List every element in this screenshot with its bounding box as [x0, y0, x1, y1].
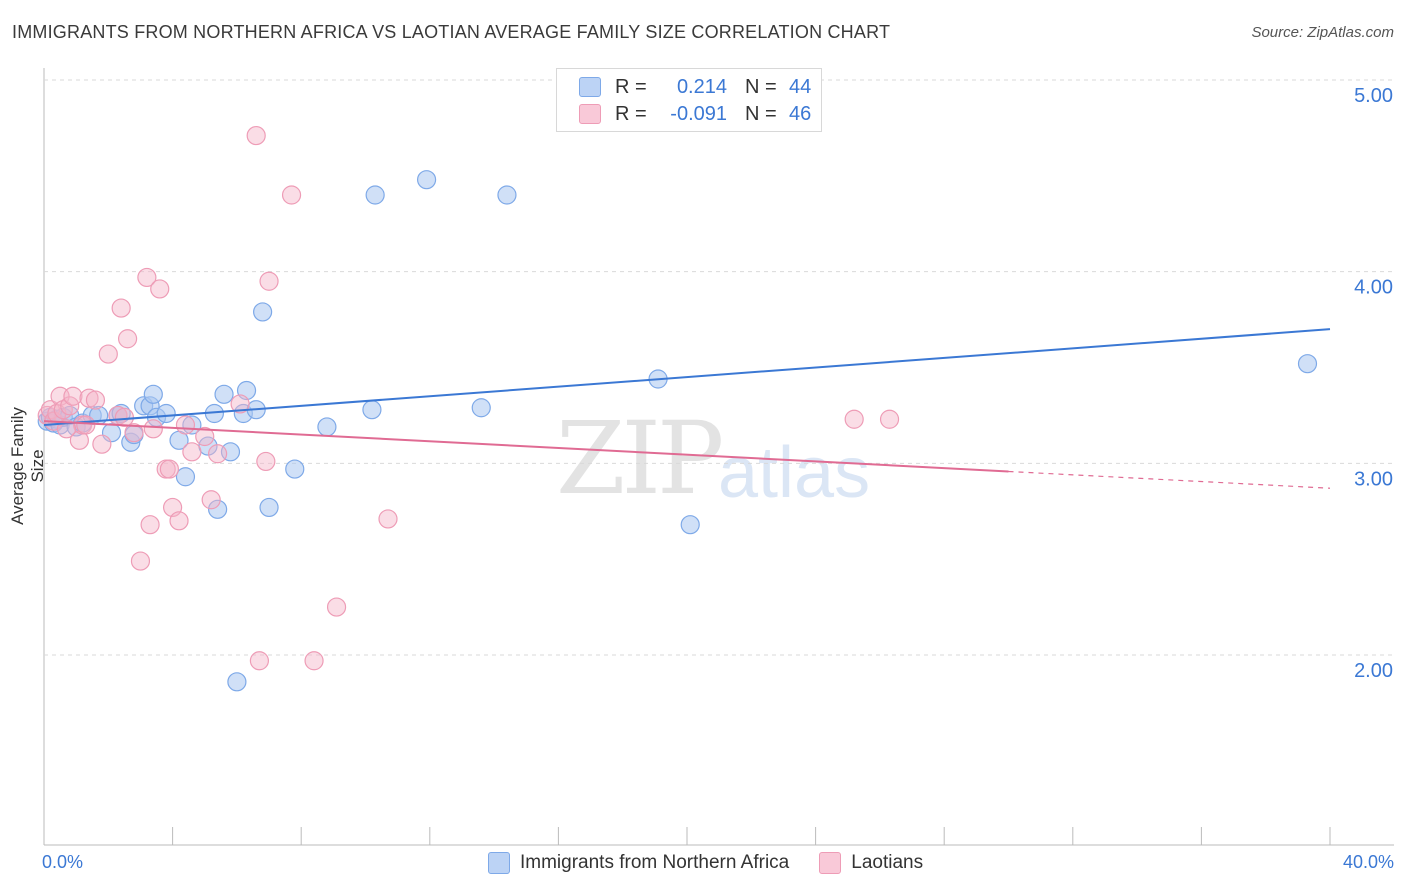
data-point-laotians	[137, 267, 157, 288]
n-value: 44	[789, 75, 812, 98]
data-point-laotians	[246, 125, 266, 146]
data-point-northern-africa	[214, 384, 234, 404]
data-point-northern-africa	[317, 417, 337, 437]
y-tick-label: 2.00	[1354, 660, 1393, 682]
pink-legend-swatch	[819, 852, 842, 874]
data-point-laotians	[256, 451, 276, 472]
r-value: -0.091	[670, 102, 727, 125]
blue-swatch	[579, 77, 601, 97]
data-point-laotians	[85, 390, 106, 410]
r-value: 0.214	[676, 75, 727, 98]
data-point-laotians	[150, 279, 170, 299]
trend-line-laotians-extension	[1008, 470, 1331, 489]
data-point-northern-africa	[285, 459, 305, 479]
data-point-laotians	[159, 459, 179, 479]
data-point-northern-africa	[497, 185, 517, 205]
data-point-northern-africa	[680, 515, 700, 535]
trend-line-northern-africa	[43, 328, 1331, 426]
data-point-northern-africa	[227, 672, 247, 692]
y-axis-label: Average Family Size	[8, 407, 47, 525]
data-point-northern-africa	[253, 302, 273, 322]
watermark-atlas: atlas	[718, 433, 871, 513]
r-label: R =	[615, 75, 647, 98]
n-label: N =	[745, 75, 777, 98]
data-point-laotians	[124, 423, 144, 443]
data-point-northern-africa	[175, 467, 196, 487]
legend-row-pink: R = -0.091 N = 46	[579, 102, 811, 126]
data-point-laotians	[378, 509, 398, 529]
data-point-laotians	[208, 444, 228, 464]
data-point-laotians	[76, 415, 96, 435]
data-point-laotians	[326, 597, 347, 617]
data-point-northern-africa	[259, 497, 279, 518]
n-label: N =	[745, 102, 777, 125]
data-point-laotians	[140, 515, 160, 535]
data-point-northern-africa	[362, 400, 382, 420]
data-point-northern-africa	[143, 384, 163, 404]
data-point-laotians	[92, 434, 112, 454]
data-point-laotians	[114, 407, 134, 427]
series-legend: Immigrants from Northern Africa Laotians	[488, 852, 953, 874]
blue-legend-swatch	[488, 852, 510, 874]
data-point-laotians	[304, 651, 324, 671]
y-tick-label: 5.00	[1354, 85, 1393, 107]
data-point-laotians	[844, 409, 864, 429]
y-tick-label: 3.00	[1354, 468, 1393, 490]
data-point-northern-africa	[365, 185, 385, 205]
data-point-laotians	[249, 651, 270, 671]
data-point-laotians	[63, 386, 83, 406]
n-value: 46	[789, 102, 812, 125]
data-point-northern-africa	[156, 403, 176, 424]
watermark-zip: ZIP	[556, 400, 724, 517]
data-point-laotians	[111, 298, 131, 318]
data-point-laotians	[195, 426, 215, 447]
source-label: Source: ZipAtlas.com	[1251, 24, 1394, 41]
correlation-legend: R = 0.214 N = 44 R = -0.091 N = 46	[556, 68, 822, 132]
r-label: R =	[615, 102, 647, 125]
data-point-northern-africa	[471, 398, 491, 418]
data-point-northern-africa	[208, 499, 228, 519]
data-point-northern-africa	[1297, 354, 1318, 374]
trend-line-laotians	[43, 420, 1009, 473]
data-point-laotians	[259, 271, 279, 291]
legend-label: Immigrants from Northern Africa	[520, 852, 790, 873]
data-point-laotians	[143, 419, 163, 439]
data-point-laotians	[98, 344, 118, 364]
data-point-laotians	[182, 442, 202, 462]
pink-swatch	[579, 104, 601, 124]
legend-row-blue: R = 0.214 N = 44	[579, 75, 811, 99]
legend-label: Laotians	[851, 852, 924, 873]
chart-title: IMMIGRANTS FROM NORTHERN AFRICA VS LAOTI…	[12, 22, 891, 42]
legend-item-laotians[interactable]: Laotians	[819, 852, 923, 874]
legend-item-northern-africa[interactable]: Immigrants from Northern Africa	[488, 852, 789, 874]
x-tick-label-min: 0.0%	[42, 852, 84, 872]
data-point-laotians	[130, 551, 151, 571]
data-point-laotians	[175, 415, 196, 435]
data-point-laotians	[281, 185, 302, 205]
x-tick-label-max: 40.0%	[1342, 852, 1394, 872]
data-point-northern-africa	[416, 170, 437, 190]
y-tick-label: 4.00	[1354, 277, 1393, 299]
data-point-laotians	[117, 329, 138, 349]
data-point-laotians	[230, 394, 250, 414]
data-point-laotians	[169, 511, 189, 531]
data-point-laotians	[201, 490, 221, 510]
data-point-laotians	[879, 409, 900, 429]
